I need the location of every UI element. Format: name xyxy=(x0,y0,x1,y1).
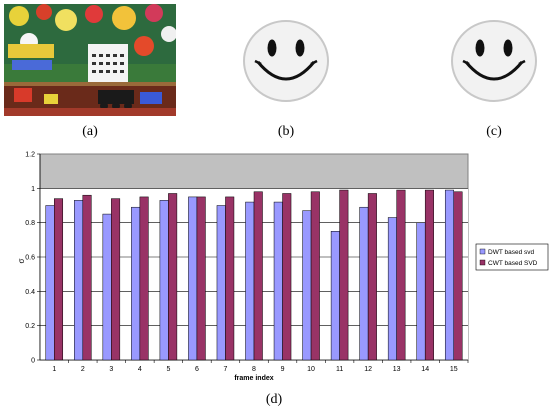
bar-dwt-7 xyxy=(216,205,226,361)
y-tick-label: 1 xyxy=(31,186,35,193)
bar-cwt-6 xyxy=(196,196,206,361)
bar-dwt-6 xyxy=(188,196,198,361)
legend: DWT based svd CWT based SVD xyxy=(475,243,549,271)
bar-cwt-11 xyxy=(339,189,349,361)
bar-cwt-12 xyxy=(367,193,377,361)
bar-cwt-8 xyxy=(253,191,263,361)
bar-dwt-14 xyxy=(416,222,426,361)
bar-dwt-15 xyxy=(444,189,454,361)
bar-cwt-1 xyxy=(54,198,64,361)
y-tick-label: 0.4 xyxy=(25,289,35,296)
x-tick-label: 4 xyxy=(138,366,142,373)
bar-cwt-9 xyxy=(282,193,292,361)
bar-cwt-15 xyxy=(453,191,463,361)
bar-dwt-10 xyxy=(302,210,312,361)
x-tick-label: 7 xyxy=(224,366,228,373)
x-tick-label: 10 xyxy=(307,366,315,373)
smiley-face-c xyxy=(451,20,537,102)
legend-label-dwt: DWT based svd xyxy=(488,249,535,256)
caption-a: (a) xyxy=(82,124,98,139)
caption-d: (d) xyxy=(265,392,283,407)
bar-dwt-2 xyxy=(74,200,84,361)
bar-dwt-3 xyxy=(102,213,112,361)
bar-dwt-11 xyxy=(330,231,340,361)
caption-c: (c) xyxy=(486,124,502,139)
bar-cwt-13 xyxy=(396,189,406,361)
legend-label-cwt: CWT based SVD xyxy=(488,260,538,267)
bar-dwt-1 xyxy=(45,205,55,361)
x-tick-label: 9 xyxy=(281,366,285,373)
x-axis-label: frame index xyxy=(234,375,273,382)
y-tick-label: 1.2 xyxy=(25,152,35,159)
x-tick-label: 14 xyxy=(421,366,429,373)
x-tick-label: 11 xyxy=(336,366,343,373)
y-tick-label: 0.2 xyxy=(25,323,35,330)
y-axis-label: σ xyxy=(17,258,26,263)
toys-photo xyxy=(4,4,176,116)
bar-cwt-2 xyxy=(82,194,92,361)
bar-cwt-10 xyxy=(310,191,320,361)
bar-dwt-12 xyxy=(359,206,369,361)
x-tick-label: 5 xyxy=(166,366,170,373)
x-tick-label: 2 xyxy=(81,366,85,373)
caption-b: (b) xyxy=(277,124,295,139)
bar-dwt-9 xyxy=(273,201,283,361)
x-tick-label: 3 xyxy=(109,366,113,373)
bar-dwt-8 xyxy=(245,201,255,361)
bar-cwt-5 xyxy=(168,193,178,361)
x-tick-label: 6 xyxy=(195,366,199,373)
bar-dwt-4 xyxy=(131,206,141,361)
bar-cwt-14 xyxy=(424,189,434,361)
x-tick-label: 8 xyxy=(252,366,256,373)
bar-chart: 00.20.40.60.811.2 1 2 3 4 5 6 7 8 9 10 11 12 13 14 15 … xyxy=(17,152,549,382)
bar-dwt-5 xyxy=(159,200,169,361)
y-tick-label: 0.8 xyxy=(25,220,35,227)
x-tick-label: 15 xyxy=(450,366,458,373)
legend-swatch-dwt xyxy=(479,248,486,255)
bar-cwt-7 xyxy=(225,196,235,361)
y-tick-label: 0 xyxy=(31,358,35,365)
bar-cwt-4 xyxy=(139,196,149,361)
x-tick-label: 13 xyxy=(393,366,401,373)
x-tick-label: 1 xyxy=(52,366,56,373)
x-tick-label: 12 xyxy=(364,366,372,373)
y-tick-label: 0.6 xyxy=(25,255,35,262)
bar-dwt-13 xyxy=(387,217,397,361)
bar-cwt-3 xyxy=(111,198,121,361)
smiley-face-b xyxy=(243,20,329,102)
legend-swatch-cwt xyxy=(479,259,486,266)
